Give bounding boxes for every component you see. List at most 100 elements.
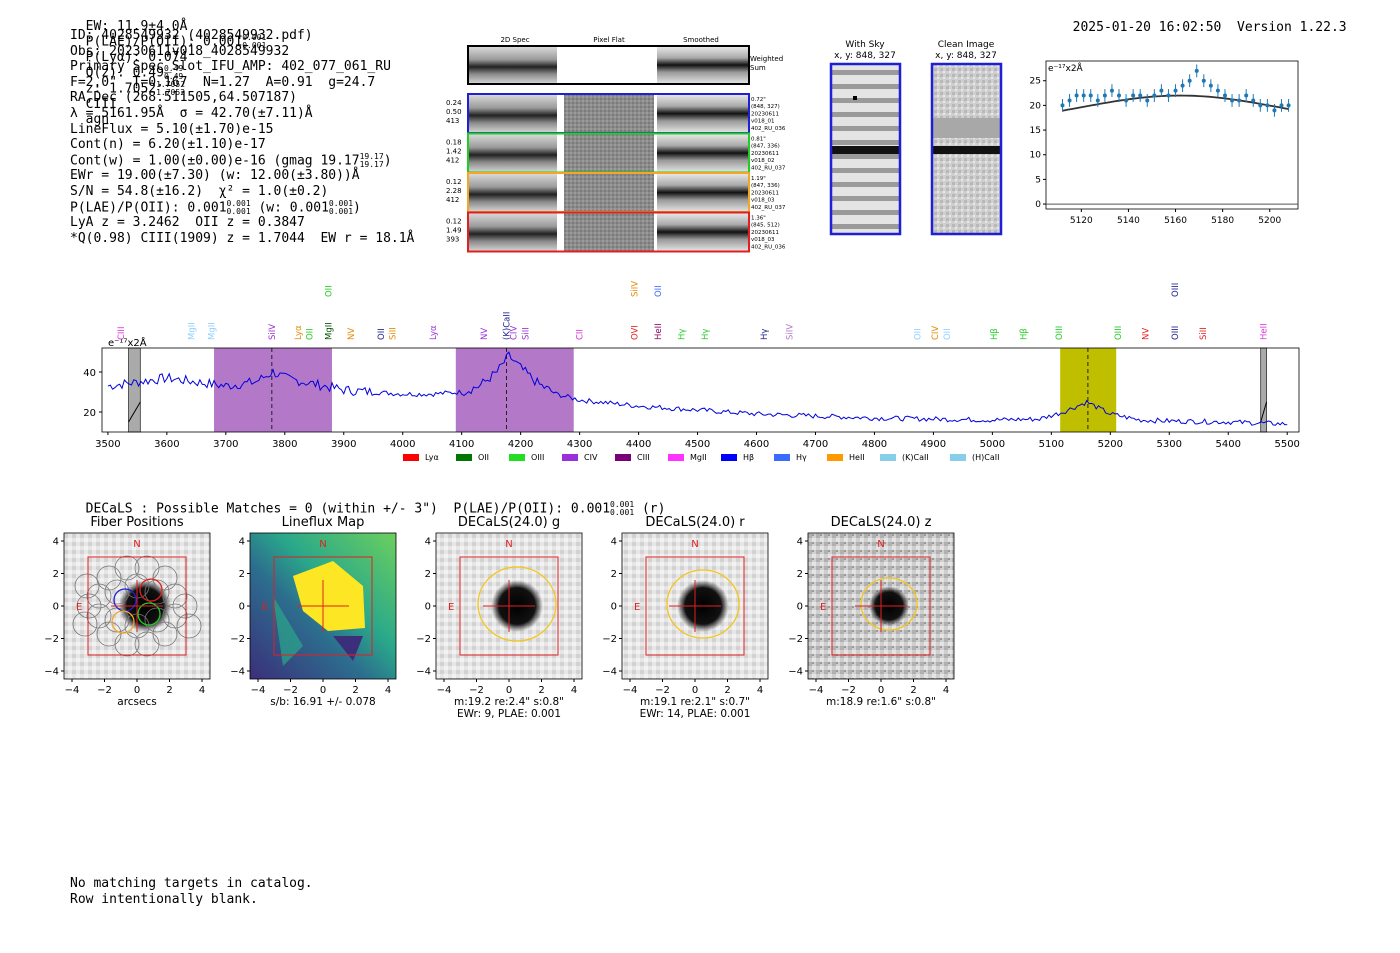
cutout-xtick-label: 4	[943, 685, 949, 696]
line-id: CIII	[85, 97, 117, 112]
cutout-ytick-label: 4	[239, 537, 245, 548]
hdr-2dspec: 2D Spec	[500, 36, 529, 44]
zoom-plot: e⁻¹⁷x2Å 0 5 10 15 20 25 5120 5140 5160 5180 5200	[1020, 55, 1310, 235]
legend-swatch	[721, 454, 737, 461]
east-label: E	[262, 602, 268, 613]
spec2d-row-meta: (845, 512)	[751, 223, 780, 229]
cutout-caption: s/b: 16.91 +/- 0.078	[270, 696, 375, 708]
spectrum-line-marker: Hγ	[678, 329, 688, 340]
zoom-data-point	[1194, 68, 1199, 73]
spectrum-line-marker: MgII	[188, 322, 198, 340]
cutout-xtick-label: 0	[320, 685, 326, 696]
spectrum-xtick-label: 5300	[1157, 439, 1182, 450]
spec2d-row-meta: (847, 336)	[751, 144, 780, 150]
spectrum-xtick-label: 3600	[154, 439, 179, 450]
legend-label: Lyα	[425, 453, 439, 462]
info-sn: S/N = 54.8(±16.2) χ² = 1.0(±0.2)	[70, 183, 329, 199]
spectrum-line-marker: OIII	[1171, 326, 1181, 340]
spectrum-xtick-label: 3800	[272, 439, 297, 450]
east-label: E	[448, 602, 454, 613]
north-label: N	[133, 539, 140, 550]
spectrum-xtick-label: 3500	[95, 439, 120, 450]
cutout-title: DECaLS(24.0) z	[831, 515, 932, 530]
spec2d-row-meta: 20230611	[751, 111, 779, 117]
version: Version 1.22.3	[1237, 20, 1347, 35]
north-label: N	[877, 539, 884, 550]
cutout-xtick-label: −4	[623, 685, 638, 696]
timestamp: 2025-01-20 16:02:50	[1072, 20, 1222, 35]
timestamp-block: 2025-01-20 16:02:50 Version 1.22.3	[1057, 5, 1347, 35]
cutout-xtick-label: −4	[437, 685, 452, 696]
zoom-data-point	[1230, 98, 1235, 103]
info-ciii: *Q(0.98) CIII(1909) z = 1.7044 EW r = 18…	[70, 230, 415, 246]
spec2d-smooth	[657, 134, 749, 172]
spectrum-line-marker: OII	[324, 285, 334, 297]
spectrum-xtick-label: 4500	[685, 439, 710, 450]
cutout-ytick-label: 2	[53, 569, 59, 580]
footer-notes: No matching targets in catalog. Row inte…	[70, 876, 313, 907]
spectrum-xtick-label: 4600	[744, 439, 769, 450]
cutout-xtick-label: 4	[757, 685, 763, 696]
cutout-xtick-label: 2	[538, 685, 544, 696]
spec2d-row-stat: 0.50	[446, 108, 462, 116]
spectrum-line-marker: SiIV	[268, 324, 278, 340]
cutout-ytick-label: 4	[53, 537, 59, 548]
info-plae: P(LAE)/P(OII): 0.001 0.001 0.001 (w: 0.001…	[70, 198, 361, 216]
spec2d-row-meta: 0.81"	[751, 137, 766, 143]
cutout-ytick-label: −2	[602, 634, 617, 645]
spectrum-line-marker: CIV	[510, 326, 520, 340]
spec2d-row-meta: 20230611	[751, 190, 779, 196]
spectrum-unit-label: e⁻¹⁷x2Å	[108, 336, 147, 349]
cutout-panel: Lineflux Map N E −4 −2 0 2 4 4 2 0 −2 −4 s/b: 16.91 +…	[230, 515, 397, 708]
footer-line-2: Row intentionally blank.	[70, 891, 258, 907]
zoom-data-point	[1251, 98, 1256, 103]
fiber-circle	[144, 579, 170, 605]
spectrum-line-marker: NV	[347, 328, 357, 340]
decals-aperture-ellipse	[666, 569, 740, 639]
cutout-box	[645, 556, 745, 656]
spec2d-row-stat: 413	[446, 117, 459, 125]
zoom-ytick-label: 5	[1035, 175, 1041, 185]
spectrum-mask-hatch	[1260, 401, 1268, 423]
cutout-xtick-label: 4	[571, 685, 577, 696]
fiber-circle	[76, 593, 102, 619]
cutout-title: DECaLS(24.0) r	[645, 515, 745, 530]
zoom-data-point	[1258, 103, 1263, 108]
spec2d-row-stat: 2.28	[446, 187, 462, 195]
cutout-xtick-label: 2	[910, 685, 916, 696]
spectrum-line-marker: (K)CaII	[503, 312, 513, 340]
fiber-circle	[162, 583, 188, 609]
cutout-xtick-label: 0	[134, 685, 140, 696]
hdr-pixelflat: Pixel Flat	[593, 36, 625, 44]
sum-label-1: Weighted	[750, 55, 783, 63]
spectrum-line-marker: HeII	[1260, 323, 1270, 340]
zoom-model-curve	[1062, 94, 1289, 112]
spectrum-xtick-label: 5200	[1098, 439, 1123, 450]
class-label: agn	[85, 112, 110, 127]
legend-label: CIII	[637, 453, 650, 462]
zoom-data-point	[1117, 93, 1122, 98]
sky-panels: With Sky x, y: 848, 327 Clean Image x, y…	[820, 38, 1010, 238]
cutout-ytick-label: −2	[44, 634, 59, 645]
info-id: ID: 4028549932 (4028549932.pdf)	[70, 28, 313, 43]
spectrum-xtick-label: 4800	[862, 439, 887, 450]
sky-svg: With Sky x, y: 848, 327 Clean Image x, y…	[829, 40, 1003, 236]
spectrum-line-marker: CIII	[117, 327, 127, 340]
legend-swatch	[827, 454, 843, 461]
cutout-panel: Fiber Positions N E −4 −2 0 2 4 4 2 0 −2 −4 arcsecs	[44, 515, 211, 708]
spectrum-line-marker: NV	[480, 328, 490, 340]
spec2d-row-meta: 20230611	[751, 151, 779, 157]
zoom-data-point	[1237, 98, 1242, 103]
spectrum-xtick-label: 4100	[449, 439, 474, 450]
spec2d-row-stat: 1.49	[446, 227, 462, 235]
cutout-caption: m:19.2 re:2.4" s:0.8"	[454, 696, 564, 708]
zoom-data-point	[1159, 88, 1164, 93]
spec2d-row-meta: 20230611	[751, 230, 779, 236]
spec2d-row-meta: 402_RU_037	[751, 205, 786, 211]
zoom-data-point	[1208, 83, 1213, 88]
decals-summary: DECaLS : Possible Matches = 0 (within +/…	[85, 500, 666, 517]
